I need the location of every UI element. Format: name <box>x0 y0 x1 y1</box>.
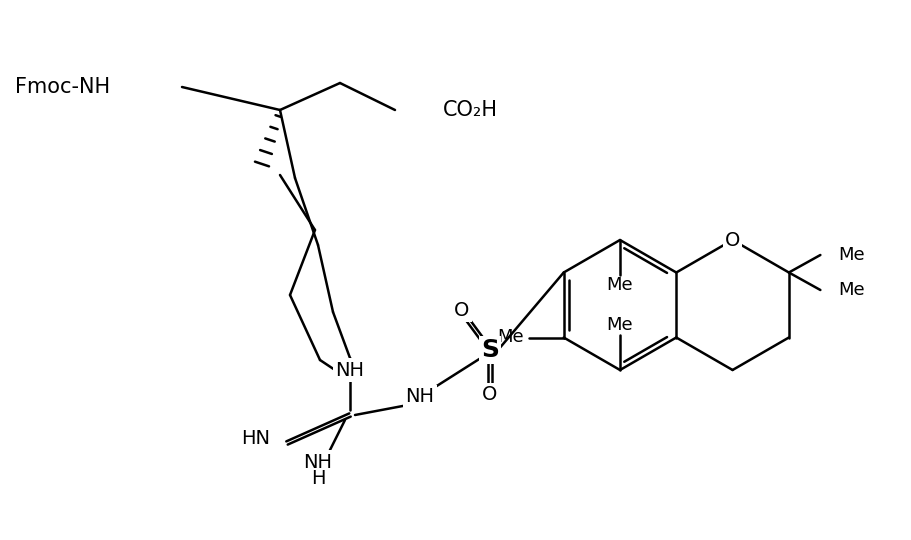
Text: Me: Me <box>838 246 865 264</box>
Text: Me: Me <box>838 281 865 299</box>
Text: Me: Me <box>607 316 633 334</box>
Text: O: O <box>725 231 741 249</box>
Text: NH: NH <box>303 453 333 471</box>
Text: Fmoc-NH: Fmoc-NH <box>15 77 110 97</box>
Text: S: S <box>481 338 499 362</box>
Text: Me: Me <box>607 276 633 294</box>
Text: H: H <box>311 469 325 488</box>
Text: NH: NH <box>335 361 364 380</box>
Text: Me: Me <box>497 328 524 347</box>
Text: O: O <box>455 300 470 320</box>
Text: HN: HN <box>241 429 270 448</box>
Text: O: O <box>482 386 497 404</box>
Text: NH: NH <box>405 388 435 407</box>
Text: CO₂H: CO₂H <box>443 100 498 120</box>
